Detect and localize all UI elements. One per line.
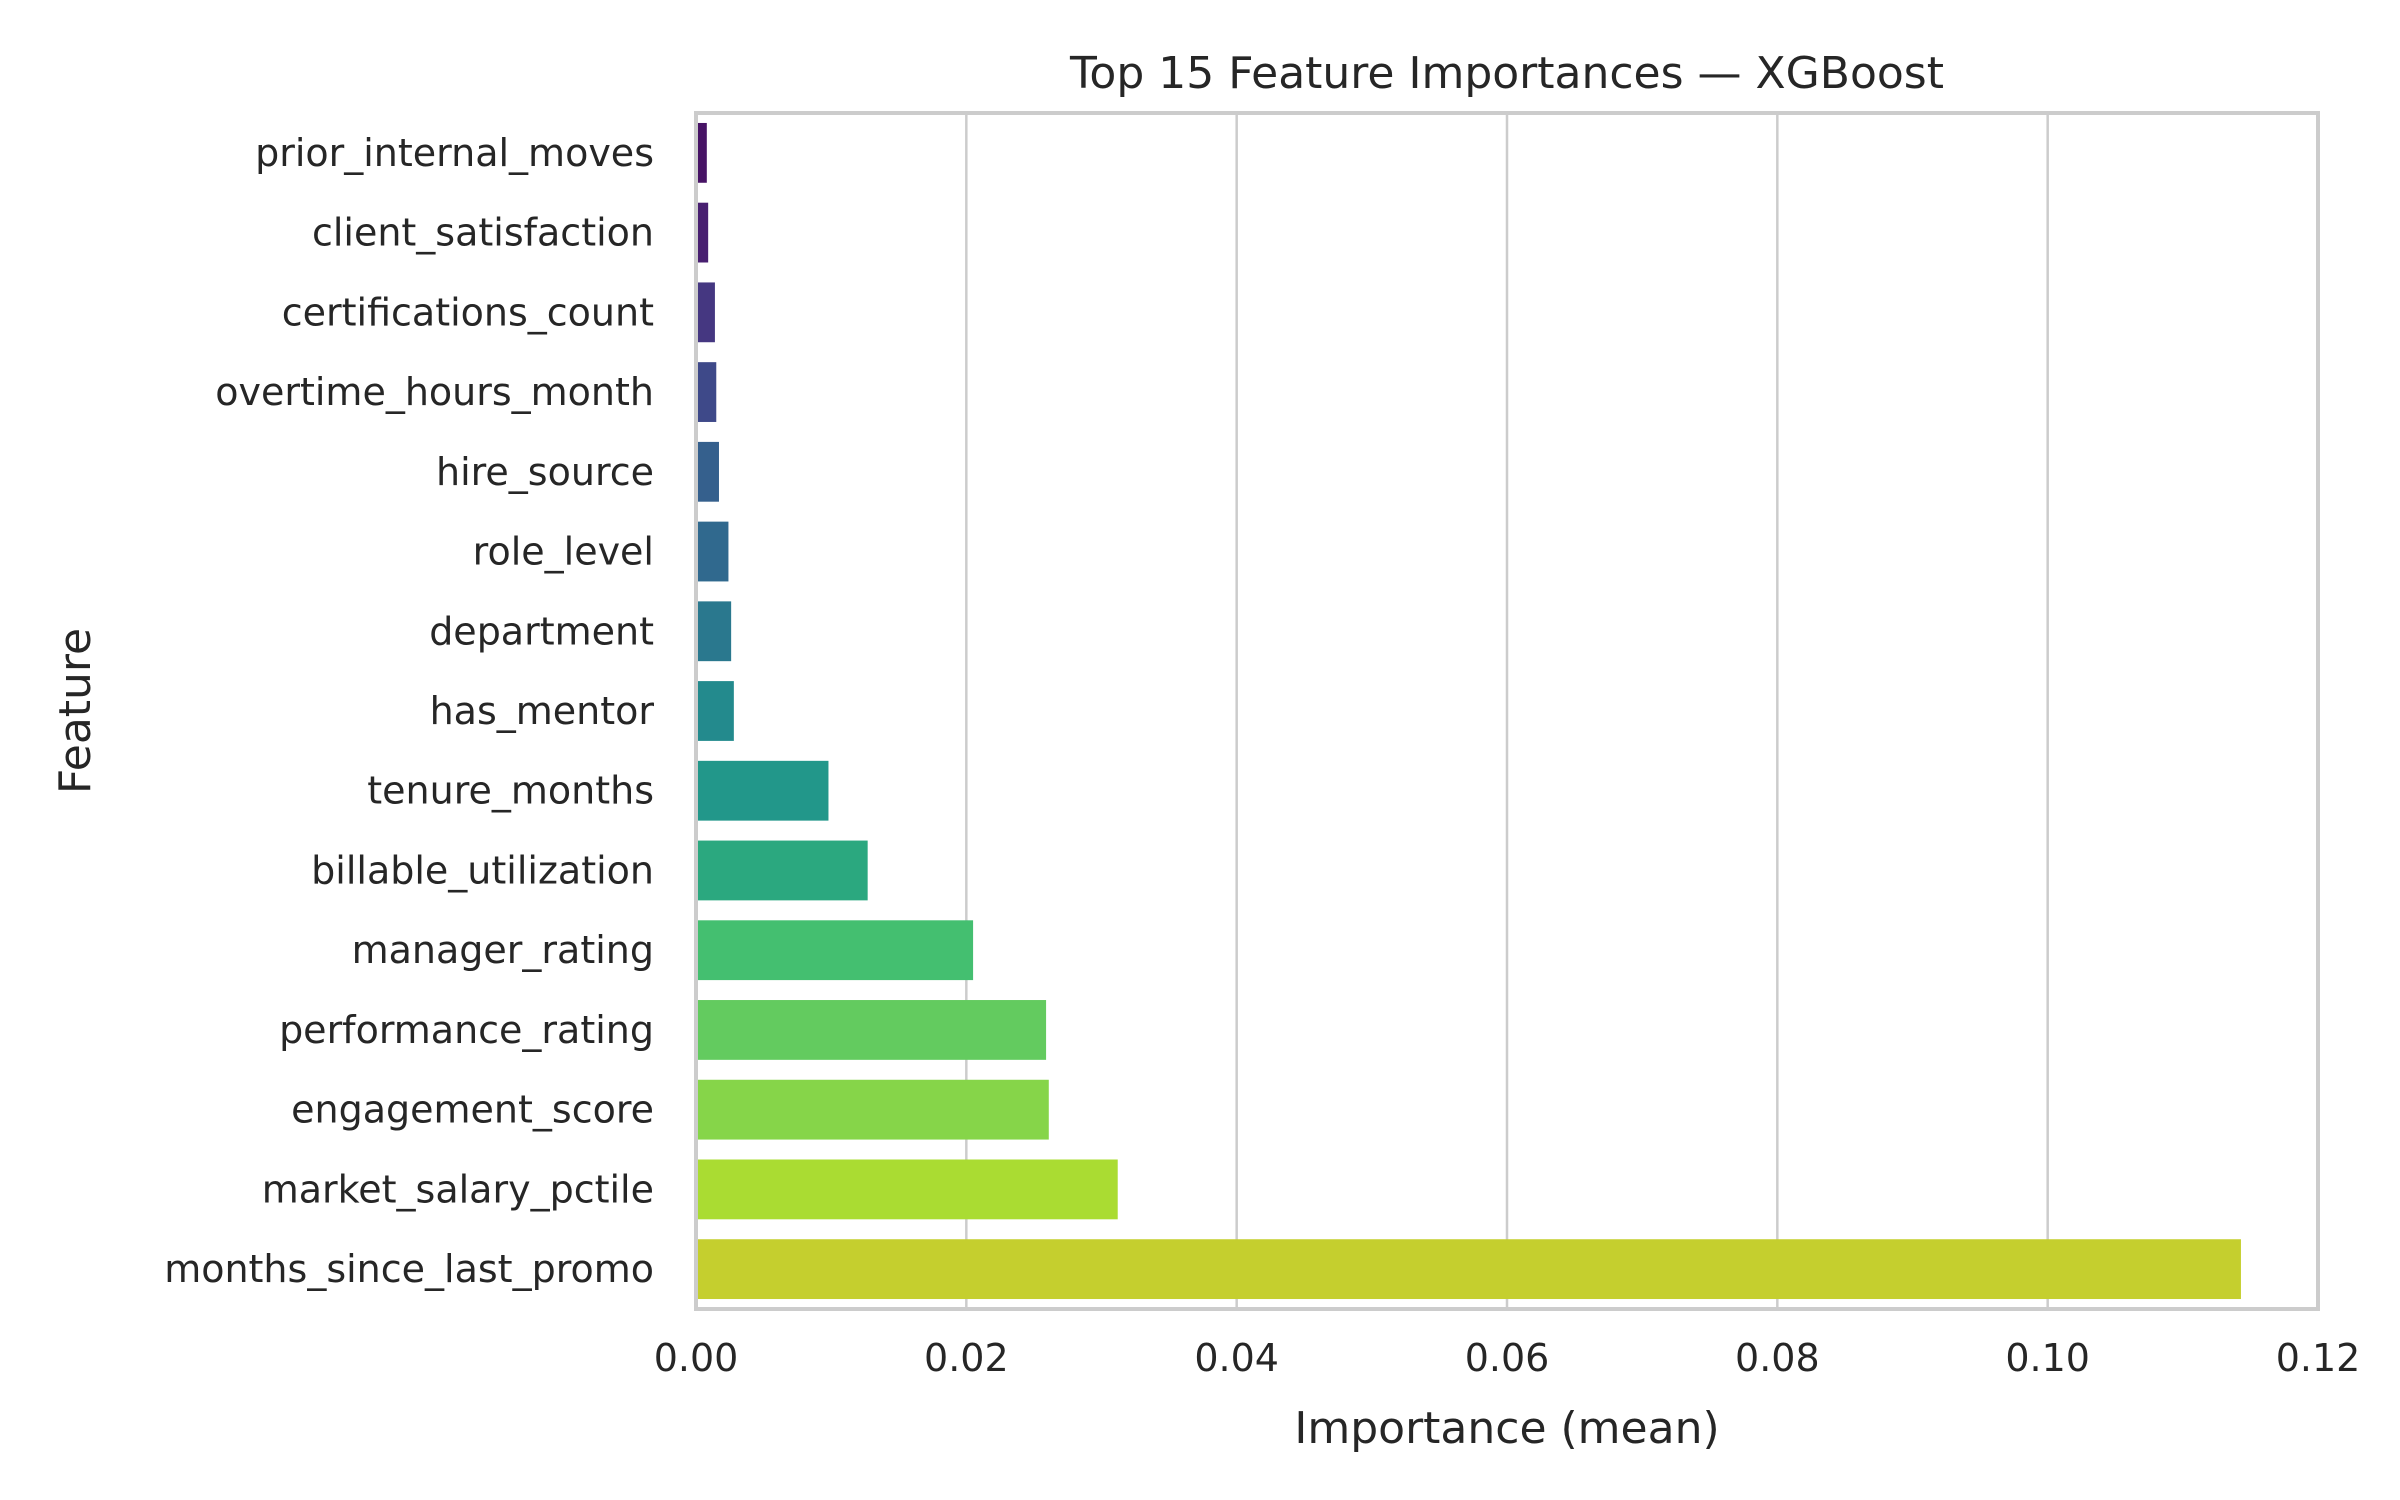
bar (696, 1079, 1049, 1140)
bar (696, 681, 734, 741)
bar (696, 760, 829, 821)
y-axis-label: Feature (50, 628, 101, 794)
bar (696, 920, 974, 981)
x-tick-label: 0.12 (2276, 1336, 2361, 1380)
y-tick-label: hire_source (436, 450, 654, 494)
bar (696, 122, 707, 183)
y-tick-label: has_mentor (430, 689, 655, 733)
y-tick-label: engagement_score (291, 1088, 654, 1132)
bar (696, 1239, 2241, 1300)
y-tick-label: certifications_count (282, 290, 654, 334)
x-tick-labels: 0.00 0.02 0.04 0.06 0.08 0.10 0.12 (654, 1336, 2361, 1380)
x-tick-label: 0.02 (924, 1336, 1009, 1380)
y-tick-label: manager_rating (352, 928, 654, 972)
y-tick-label: prior_internal_moves (255, 131, 654, 175)
x-axis-label: Importance (mean) (1294, 1403, 1719, 1454)
y-tick-label: performance_rating (279, 1008, 654, 1052)
y-tick-label: overtime_hours_month (215, 370, 654, 414)
y-tick-label: tenure_months (367, 769, 654, 813)
plot-frame (694, 111, 2320, 1311)
bar (696, 601, 732, 662)
bar (696, 441, 719, 502)
bar (696, 1159, 1118, 1220)
bar (696, 282, 715, 343)
bar (696, 1000, 1047, 1060)
x-tick-label: 0.10 (2005, 1336, 2090, 1380)
bar (696, 840, 868, 901)
y-tick-label: client_satisfaction (312, 211, 654, 255)
bar (696, 521, 729, 582)
y-tick-labels: prior_internal_moves client_satisfactionc… (164, 131, 654, 1291)
bars (696, 122, 2241, 1300)
x-tick-label: 0.08 (1735, 1336, 1820, 1380)
chart-title: Top 15 Feature Importances — XGBoost (1069, 48, 1944, 99)
x-tick-label: 0.04 (1194, 1336, 1279, 1380)
bar (696, 202, 709, 263)
y-tick-label: department (429, 609, 654, 653)
y-tick-label: months_since_last_promo (164, 1247, 654, 1291)
x-tick-label: 0.00 (654, 1336, 739, 1380)
y-tick-label: billable_utilization (311, 848, 654, 892)
bar (696, 362, 717, 422)
y-tick-label: market_salary_pctile (262, 1167, 654, 1211)
x-tick-label: 0.06 (1465, 1336, 1550, 1380)
y-tick-label: role_level (473, 530, 654, 574)
